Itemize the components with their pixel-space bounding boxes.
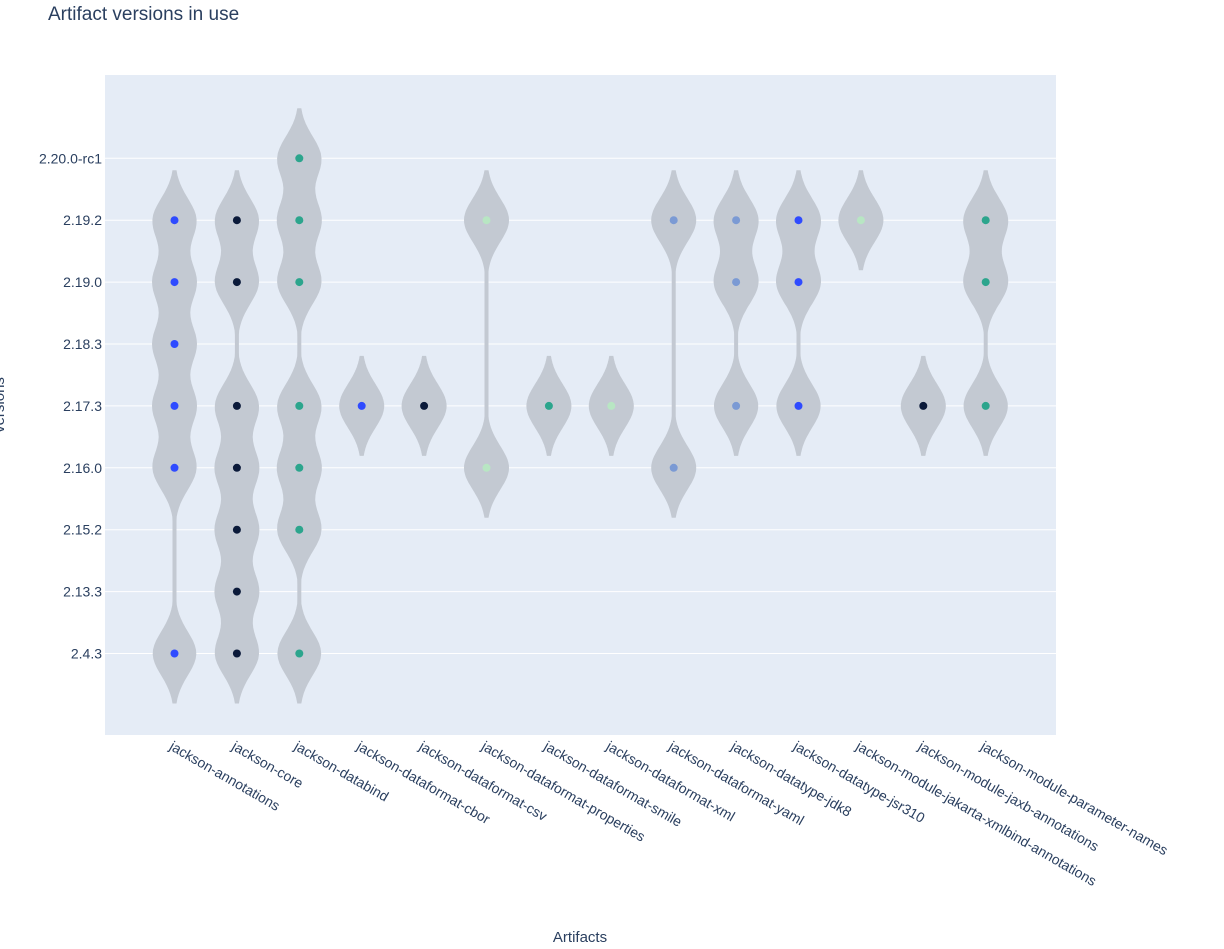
x-tick-label: jackson-annotations: [166, 737, 283, 814]
x-tick-label: jackson-module-jakarta-xmlbind-annotatio…: [853, 737, 1100, 889]
y-tick-label: 2.19.2: [63, 212, 102, 228]
violin-jackson-dataformat-yaml: [651, 170, 697, 518]
point-jackson-datatype-jdk8-2.19.2: [732, 216, 741, 225]
violin-jackson-annotations: [151, 170, 198, 704]
y-tick-label: 2.18.3: [63, 336, 102, 352]
violin-jackson-dataformat-properties: [463, 170, 510, 518]
point-jackson-datatype-jsr310-2.19.2: [794, 216, 803, 225]
y-tick-label: 2.20.0-rc1: [39, 150, 102, 166]
point-jackson-annotations-2.4.3: [170, 649, 179, 658]
violin-jackson-module-parameter-names: [963, 170, 1009, 456]
x-axis-title: Artifacts: [553, 929, 607, 946]
point-jackson-dataformat-yaml-2.16.0: [669, 463, 678, 472]
point-jackson-module-parameter-names-2.17.3: [981, 401, 990, 410]
point-jackson-module-parameter-names-2.19.0: [981, 278, 990, 287]
point-jackson-core-2.13.3: [232, 587, 241, 596]
point-jackson-databind-2.20.0-rc1: [295, 154, 304, 163]
point-jackson-core-2.19.2: [232, 216, 241, 225]
point-jackson-annotations-2.19.0: [170, 278, 179, 287]
point-jackson-dataformat-properties-2.16.0: [482, 463, 491, 472]
point-jackson-dataformat-cbor-2.17.3: [357, 401, 366, 410]
point-jackson-annotations-2.18.3: [170, 340, 179, 348]
y-tick-label: 2.19.0: [63, 274, 102, 290]
point-jackson-module-parameter-names-2.19.2: [981, 216, 990, 225]
point-jackson-datatype-jsr310-2.17.3: [794, 401, 803, 410]
violin-jackson-datatype-jsr310: [776, 170, 821, 456]
point-jackson-dataformat-xml-2.17.3: [607, 401, 616, 410]
point-jackson-core-2.4.3: [232, 649, 241, 658]
point-jackson-databind-2.15.2: [295, 525, 304, 534]
point-jackson-databind-2.19.0: [295, 278, 304, 287]
point-jackson-dataformat-properties-2.19.2: [482, 216, 491, 225]
point-jackson-core-2.19.0: [232, 278, 241, 287]
point-jackson-databind-2.19.2: [295, 216, 304, 225]
point-jackson-dataformat-csv-2.17.3: [420, 401, 429, 410]
point-jackson-databind-2.17.3: [295, 401, 304, 410]
y-tick-label: 2.17.3: [63, 398, 102, 414]
point-jackson-datatype-jsr310-2.19.0: [794, 278, 803, 287]
y-tick-label: 2.13.3: [63, 584, 102, 600]
violin-jackson-core: [214, 170, 260, 704]
y-tick-label: 2.15.2: [63, 522, 102, 538]
point-jackson-annotations-2.19.2: [170, 216, 179, 225]
point-jackson-core-2.15.2: [232, 525, 241, 534]
point-jackson-datatype-jdk8-2.17.3: [732, 401, 741, 410]
y-tick-label: 2.4.3: [71, 646, 102, 662]
y-tick-label: 2.16.0: [63, 460, 102, 476]
point-jackson-module-jakarta-xmlbind-annotations-2.19.2: [856, 216, 865, 225]
point-jackson-datatype-jdk8-2.19.0: [732, 278, 741, 287]
point-jackson-module-jaxb-annotations-2.17.3: [919, 401, 928, 410]
point-jackson-dataformat-yaml-2.19.2: [669, 216, 678, 225]
y-axis-title: versions: [0, 377, 8, 433]
violin-jackson-datatype-jdk8: [713, 170, 759, 456]
point-jackson-core-2.17.3: [232, 401, 241, 410]
chart-title: Artifact versions in use: [48, 4, 240, 25]
point-jackson-core-2.16.0: [232, 463, 241, 472]
point-jackson-databind-2.16.0: [295, 463, 304, 472]
point-jackson-databind-2.4.3: [295, 649, 304, 658]
point-jackson-annotations-2.16.0: [170, 463, 179, 472]
plot-area: [105, 75, 1056, 735]
point-jackson-annotations-2.17.3: [170, 401, 179, 410]
point-jackson-dataformat-smile-2.17.3: [544, 401, 553, 410]
